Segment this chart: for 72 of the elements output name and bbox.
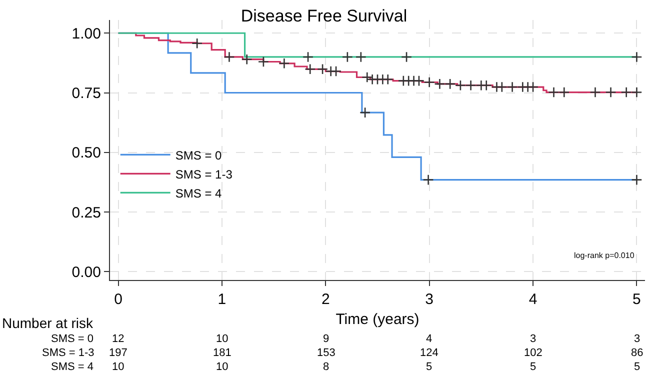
text: 9 xyxy=(323,333,330,345)
point xyxy=(422,174,434,186)
point xyxy=(330,66,342,77)
point xyxy=(192,38,203,49)
x-tick-label: 2 xyxy=(321,291,330,308)
text: 10 xyxy=(216,333,228,345)
point xyxy=(224,51,235,63)
y-tick-label: 0.00 xyxy=(72,264,101,281)
point xyxy=(548,86,560,98)
x-tick-label: 0 xyxy=(114,291,122,308)
x-tick-label: 5 xyxy=(632,291,641,308)
point xyxy=(304,64,316,75)
point xyxy=(434,78,446,90)
text: 5 xyxy=(530,361,536,373)
point xyxy=(496,81,508,93)
legend-label: SMS = 0 xyxy=(175,148,222,162)
text: 5 xyxy=(426,361,432,373)
point xyxy=(631,174,642,186)
y-tick-label: 1.00 xyxy=(72,25,101,42)
text: 3 xyxy=(634,333,640,345)
text: 10 xyxy=(216,361,228,373)
point xyxy=(590,86,601,98)
point xyxy=(342,51,353,63)
text: 124 xyxy=(420,347,438,359)
text: Number at risk xyxy=(2,315,94,331)
text: 10 xyxy=(112,361,124,373)
text: 12 xyxy=(112,333,124,345)
point xyxy=(444,78,456,90)
text: 4 xyxy=(426,333,432,345)
text: 86 xyxy=(631,347,644,359)
text: 5 xyxy=(634,361,640,373)
text: SMS = 1-3 xyxy=(42,347,94,359)
point xyxy=(360,107,371,118)
legend-label: SMS = 4 xyxy=(175,186,222,200)
y-tick-label: 0.75 xyxy=(72,85,101,102)
text: 3 xyxy=(530,333,536,345)
text: 181 xyxy=(213,347,232,359)
text: 153 xyxy=(317,347,336,359)
point xyxy=(317,64,328,75)
point xyxy=(558,86,570,98)
text: SMS = 4 xyxy=(51,361,94,373)
point xyxy=(258,56,269,68)
chart-title: Disease Free Survival xyxy=(240,6,408,26)
point xyxy=(400,51,412,63)
text: SMS = 0 xyxy=(51,333,94,345)
point xyxy=(355,51,366,63)
point xyxy=(506,81,518,93)
text: 197 xyxy=(109,347,128,359)
point xyxy=(278,58,290,69)
point xyxy=(424,76,435,88)
point xyxy=(480,80,492,91)
point xyxy=(302,51,314,63)
x-tick-label: 1 xyxy=(218,291,226,308)
point xyxy=(631,86,642,98)
point xyxy=(620,86,632,98)
text: 102 xyxy=(524,347,542,359)
point xyxy=(413,75,425,86)
text: 8 xyxy=(323,361,330,373)
point xyxy=(382,74,394,85)
point xyxy=(527,81,539,93)
x-axis-title: Time (years) xyxy=(336,311,420,328)
y-tick-label: 0.50 xyxy=(72,144,101,162)
y-tick-label: 0.25 xyxy=(72,204,101,222)
point xyxy=(631,51,642,63)
annotation: log-rank p=0.010 xyxy=(574,251,635,260)
x-tick-label: 3 xyxy=(425,291,434,308)
x-tick-label: 4 xyxy=(528,291,538,308)
point xyxy=(605,86,616,98)
legend-label: SMS = 1-3 xyxy=(175,167,233,182)
point xyxy=(241,54,252,65)
point xyxy=(465,80,476,91)
point xyxy=(454,80,466,91)
